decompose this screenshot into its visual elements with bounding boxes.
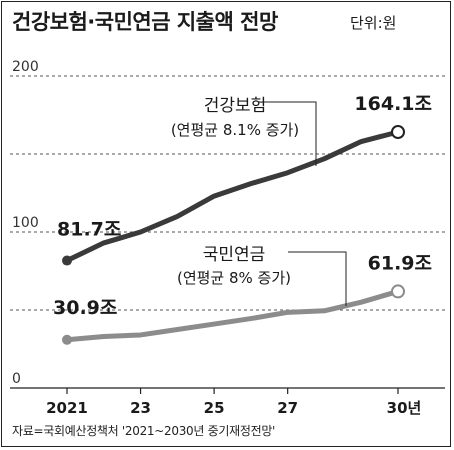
series-name-pension: 국민연금	[203, 245, 266, 265]
leader-line-health	[258, 101, 317, 166]
y-tick-label: 0	[12, 371, 21, 387]
series-name-health: 건강보험	[204, 96, 267, 116]
series-note-pension: (연평균 8% 증가)	[177, 269, 291, 287]
data-point-start	[62, 334, 72, 345]
y-tick-label: 100	[12, 215, 39, 231]
data-label-start: 81.7조	[57, 219, 121, 241]
line-chart: 0 100 200 2021 23 25 27 30년 81.7조 164.1조 건강보험 (연평균 …	[10, 59, 445, 417]
x-tick-label: 30년	[387, 399, 422, 417]
health-insurance-line	[64, 129, 401, 264]
data-label-end: 164.1조	[354, 93, 432, 115]
national-pension-line	[64, 288, 401, 343]
source-note: 자료=국회예산정책처 '2021~2030년 중기재정전망'	[12, 424, 276, 438]
chart-title: 건강보험·국민연금 지출액 전망	[12, 10, 278, 34]
data-label-start: 30.9조	[53, 297, 117, 319]
y-tick-label: 200	[12, 59, 39, 75]
data-label-end: 61.9조	[368, 252, 432, 274]
x-tick-label: 27	[277, 399, 298, 417]
data-point-end	[391, 284, 405, 299]
unit-label: 단위:원	[350, 14, 397, 32]
x-tick-label: 25	[204, 399, 225, 417]
series-note-health: (연평균 8.1% 증가)	[171, 121, 299, 139]
data-point-start	[62, 255, 72, 266]
leader-line-pension	[288, 251, 347, 306]
x-tick-label: 23	[130, 399, 151, 417]
data-point-end	[391, 125, 405, 140]
x-tick-label: 2021	[46, 399, 88, 417]
